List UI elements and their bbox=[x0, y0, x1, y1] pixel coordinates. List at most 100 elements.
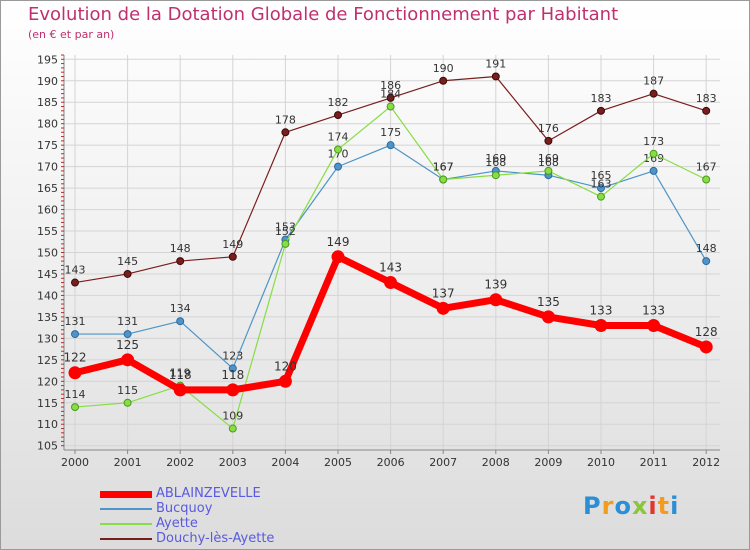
data-label-ablainzevelle: 133 bbox=[642, 303, 665, 317]
data-point-douchy-l-s-ayette bbox=[71, 278, 79, 287]
data-point-bucquoy bbox=[123, 330, 132, 339]
y-tick-label: 130 bbox=[37, 332, 58, 345]
data-label-ayette: 167 bbox=[433, 161, 454, 174]
data-point-ablainzevelle bbox=[384, 276, 398, 290]
data-label-douchy-l-s-ayette: 148 bbox=[170, 242, 191, 255]
y-tick-label: 135 bbox=[37, 311, 58, 324]
data-point-ayette bbox=[491, 171, 500, 180]
y-tick-label: 110 bbox=[37, 418, 58, 431]
data-point-bucquoy bbox=[702, 257, 711, 266]
y-tick-label: 120 bbox=[37, 375, 58, 388]
data-point-ablainzevelle bbox=[489, 293, 503, 307]
data-point-ayette bbox=[702, 175, 711, 184]
data-point-ablainzevelle bbox=[278, 374, 292, 388]
x-tick-label: 2008 bbox=[482, 456, 510, 469]
data-label-bucquoy: 148 bbox=[696, 242, 717, 255]
data-label-douchy-l-s-ayette: 183 bbox=[696, 92, 717, 105]
logo-letter: i bbox=[648, 492, 658, 520]
data-point-ayette bbox=[649, 149, 658, 158]
data-label-ayette: 152 bbox=[275, 225, 296, 238]
chart-legend: ABLAINZEVELLE Bucquoy Ayette Douchy-lès-… bbox=[100, 486, 360, 546]
x-tick-label: 2010 bbox=[587, 456, 615, 469]
data-label-douchy-l-s-ayette: 143 bbox=[65, 264, 86, 277]
data-point-ayette bbox=[281, 239, 290, 248]
data-label-ayette: 167 bbox=[696, 161, 717, 174]
logo-letter: x bbox=[631, 492, 649, 520]
data-point-bucquoy bbox=[597, 184, 605, 193]
data-point-bucquoy bbox=[386, 141, 395, 150]
y-tick-label: 185 bbox=[37, 96, 58, 109]
data-point-douchy-l-s-ayette bbox=[544, 136, 553, 145]
y-tick-label: 140 bbox=[37, 289, 58, 302]
y-tick-label: 145 bbox=[37, 268, 58, 281]
legend-item-douchy: Douchy-lès-Ayette bbox=[100, 531, 360, 546]
data-point-douchy-l-s-ayette bbox=[281, 128, 290, 137]
data-point-ayette bbox=[386, 102, 395, 111]
legend-swatch-ablainzevelle bbox=[100, 491, 152, 498]
y-tick-label: 160 bbox=[37, 204, 58, 217]
data-point-ayette bbox=[71, 403, 79, 412]
data-point-douchy-l-s-ayette bbox=[491, 72, 500, 81]
data-label-douchy-l-s-ayette: 176 bbox=[538, 122, 559, 135]
data-point-ablainzevelle bbox=[68, 366, 82, 380]
data-label-bucquoy: 170 bbox=[328, 148, 349, 161]
x-tick-label: 2003 bbox=[219, 456, 247, 469]
data-point-ablainzevelle bbox=[331, 250, 345, 264]
data-label-ablainzevelle: 149 bbox=[327, 235, 350, 249]
data-label-ablainzevelle: 137 bbox=[432, 286, 455, 300]
data-label-douchy-l-s-ayette: 183 bbox=[591, 92, 612, 105]
data-point-ablainzevelle bbox=[699, 340, 713, 354]
data-point-douchy-l-s-ayette bbox=[386, 93, 395, 102]
logo-letter: o bbox=[614, 492, 632, 520]
data-point-ayette bbox=[439, 175, 448, 184]
data-point-douchy-l-s-ayette bbox=[228, 252, 237, 261]
data-label-ablainzevelle: 128 bbox=[695, 325, 718, 339]
data-label-bucquoy: 134 bbox=[170, 302, 191, 315]
logo-letter: i bbox=[670, 492, 680, 520]
data-label-bucquoy: 168 bbox=[538, 156, 559, 169]
data-label-douchy-l-s-ayette: 187 bbox=[643, 75, 664, 88]
data-label-bucquoy: 131 bbox=[65, 315, 86, 328]
data-point-douchy-l-s-ayette bbox=[176, 257, 185, 266]
y-tick-label: 150 bbox=[37, 247, 58, 260]
data-point-bucquoy bbox=[228, 364, 237, 373]
legend-label-douchy: Douchy-lès-Ayette bbox=[156, 531, 275, 546]
y-tick-label: 165 bbox=[37, 182, 58, 195]
x-tick-label: 2000 bbox=[61, 456, 89, 469]
data-point-ablainzevelle bbox=[594, 318, 608, 332]
legend-label-bucquoy: Bucquoy bbox=[156, 501, 213, 516]
data-point-douchy-l-s-ayette bbox=[597, 106, 605, 115]
legend-label-ayette: Ayette bbox=[156, 516, 198, 531]
data-label-ablainzevelle: 125 bbox=[116, 338, 139, 352]
data-label-ablainzevelle: 118 bbox=[221, 368, 244, 382]
data-label-ablainzevelle: 139 bbox=[484, 278, 507, 292]
data-label-bucquoy: 153 bbox=[275, 221, 296, 234]
data-label-ayette: 163 bbox=[591, 178, 612, 191]
x-tick-label: 2012 bbox=[692, 456, 720, 469]
proxiti-logo: Proxiti bbox=[583, 492, 679, 520]
data-label-ayette: 169 bbox=[538, 152, 559, 165]
data-point-bucquoy bbox=[71, 330, 79, 339]
y-tick-label: 105 bbox=[37, 440, 58, 453]
x-tick-label: 2002 bbox=[166, 456, 194, 469]
data-label-bucquoy: 175 bbox=[380, 126, 401, 139]
legend-swatch-bucquoy bbox=[100, 508, 152, 510]
x-tick-label: 2009 bbox=[534, 456, 562, 469]
data-label-ablainzevelle: 122 bbox=[64, 351, 87, 365]
data-label-ablainzevelle: 118 bbox=[169, 368, 192, 382]
data-label-ayette: 173 bbox=[643, 135, 664, 148]
data-label-douchy-l-s-ayette: 186 bbox=[380, 79, 401, 92]
data-label-douchy-l-s-ayette: 182 bbox=[328, 96, 349, 109]
data-label-bucquoy: 169 bbox=[643, 152, 664, 165]
data-label-ablainzevelle: 135 bbox=[537, 295, 560, 309]
data-label-ablainzevelle: 120 bbox=[274, 359, 297, 373]
data-point-douchy-l-s-ayette bbox=[123, 269, 132, 278]
data-point-ayette bbox=[544, 166, 553, 175]
data-point-ablainzevelle bbox=[226, 383, 240, 397]
chart-title: Evolution de la Dotation Globale de Fonc… bbox=[28, 4, 619, 25]
data-point-ayette bbox=[597, 192, 605, 201]
y-tick-label: 190 bbox=[37, 75, 58, 88]
data-point-ayette bbox=[123, 398, 132, 407]
data-point-douchy-l-s-ayette bbox=[334, 111, 342, 120]
